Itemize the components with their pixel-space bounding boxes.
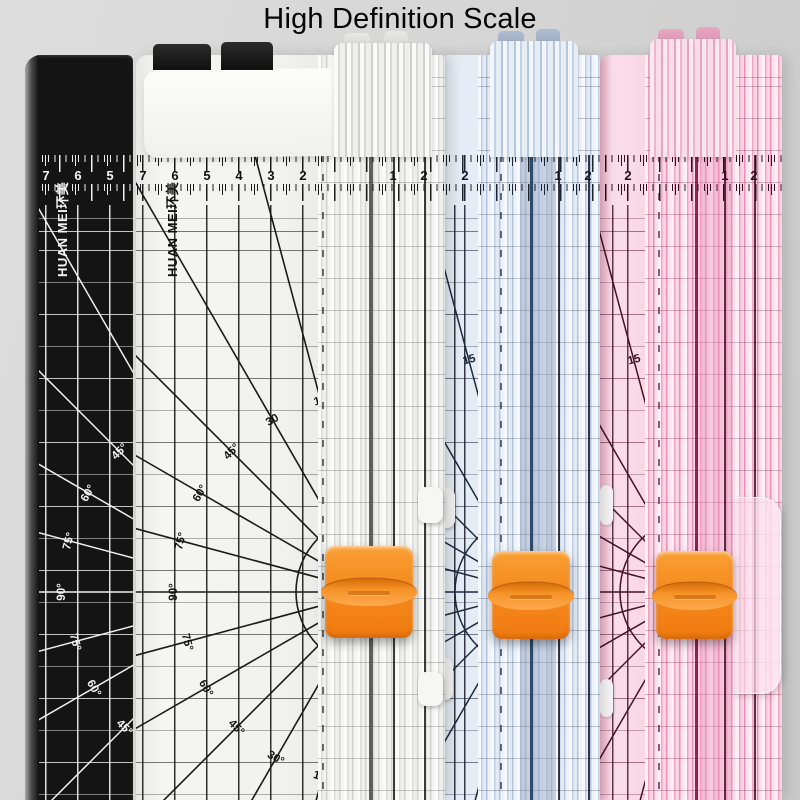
pink-trimmer-body: 15 15 2 1 2 xyxy=(600,55,782,800)
white-right-clamp xyxy=(418,672,443,706)
white-grid-mat xyxy=(136,55,322,800)
pink-slider-lens xyxy=(652,582,737,610)
ruler-number: 4 xyxy=(235,168,243,183)
blue-ruler-numbers: 2 1 2 xyxy=(438,169,600,183)
ruler-number: 2 xyxy=(750,168,758,183)
angle-label: 60° xyxy=(191,483,210,504)
blue-trimmer: 15 15 2 1 2 xyxy=(438,29,600,800)
ruler-number: 2 xyxy=(299,168,307,183)
white-trimmer-body: 15 30 45° 60° 75° 90° 75° 60° 45° 30° 15… xyxy=(136,55,445,800)
headline: High Definition Scale xyxy=(263,3,537,35)
blue-trimmer-body: 15 15 2 1 2 xyxy=(438,55,600,800)
white-ruler-numbers: 7 6 5 4 3 2 1 2 xyxy=(136,169,445,183)
pink-ruler-ticks-bottom xyxy=(600,184,782,201)
white-ruler-ticks-bottom xyxy=(136,184,445,201)
white-rail-scale-line-1 xyxy=(393,155,395,800)
angle-label: 15 xyxy=(461,352,477,367)
blue-slider-lens xyxy=(488,582,574,610)
blue-rail-shade xyxy=(520,55,556,800)
pink-left-clamp xyxy=(600,679,613,717)
black-grid-mat xyxy=(39,55,133,800)
ruler-number: 1 xyxy=(721,168,729,183)
ruler-number: 2 xyxy=(584,168,592,183)
white-right-clamp xyxy=(418,487,443,523)
angle-label: 15 xyxy=(626,352,642,367)
black-cap-tab xyxy=(153,44,211,70)
black-ruler-ticks-bottom xyxy=(39,184,133,201)
pink-ruler-numbers: 2 1 2 xyxy=(600,169,782,183)
angle-label: 30° xyxy=(265,749,286,768)
blue-slider-slot xyxy=(510,594,552,599)
pink-side-clamp xyxy=(733,497,781,694)
pink-left-clamp xyxy=(600,485,613,525)
angle-label: 75° xyxy=(61,531,77,551)
white-cut-marks xyxy=(322,155,324,800)
black-angle-rays xyxy=(39,207,133,800)
pink-trimmer: 15 15 2 1 2 xyxy=(600,27,782,800)
white-rail-cap xyxy=(334,43,432,157)
blue-ruler-ticks-bottom xyxy=(438,184,600,201)
white-ruler-ticks-top xyxy=(136,155,445,172)
angle-label: 90° xyxy=(56,583,68,601)
ruler-number: 5 xyxy=(106,168,114,183)
pink-cut-line xyxy=(695,155,698,800)
blue-cut-line xyxy=(530,155,533,800)
angle-label: 60° xyxy=(196,678,215,699)
black-trimmer: 45° 60° 75° 90° 75° 60° 45° 30° HUAN MEI… xyxy=(25,42,273,800)
blue-cutting-rail xyxy=(478,55,600,800)
ruler-number: 2 xyxy=(624,168,632,183)
blue-slider-blade-handle xyxy=(488,551,574,639)
white-slider-blade-handle xyxy=(321,546,417,638)
white-grid-lines xyxy=(136,205,322,800)
pink-rail-scale-line-2 xyxy=(754,155,756,800)
angle-label: 75° xyxy=(173,531,189,551)
ruler-number: 2 xyxy=(461,168,469,183)
black-trimmer-body: 45° 60° 75° 90° 75° 60° 45° 30° HUAN MEI… xyxy=(25,55,133,800)
angle-label: 60° xyxy=(84,678,103,699)
white-protractor-arc xyxy=(295,532,323,652)
ruler-number: 7 xyxy=(139,168,147,183)
white-slider-slot xyxy=(348,591,390,596)
black-angle-guide: 45° 60° 75° 90° 75° 60° 45° 30° xyxy=(39,207,133,800)
white-trimmer: 15 30 45° 60° 75° 90° 75° 60° 45° 30° 15… xyxy=(136,31,445,800)
ruler-number: 2 xyxy=(420,168,428,183)
white-top-cap xyxy=(143,67,341,159)
blue-rail-cap xyxy=(490,41,578,157)
angle-label: 90° xyxy=(168,583,180,601)
white-cut-line xyxy=(369,155,373,800)
ruler-number: 1 xyxy=(389,168,397,183)
blue-rail-scale-line-1 xyxy=(558,155,560,800)
ruler-number: 6 xyxy=(171,168,179,183)
ruler-number: 5 xyxy=(203,168,211,183)
pink-cut-marks xyxy=(658,155,660,800)
pink-rail-scale-line-1 xyxy=(724,155,726,800)
pink-protractor-arc xyxy=(619,529,651,655)
blue-ruler-ticks-top xyxy=(438,155,600,172)
pink-ruler-ticks-top xyxy=(600,155,782,172)
blue-protractor-arc xyxy=(454,531,484,653)
ruler-number: 1 xyxy=(554,168,562,183)
ruler-number: 3 xyxy=(267,168,275,183)
blue-cut-marks xyxy=(500,155,502,800)
pink-rail-shade xyxy=(698,55,732,800)
ruler-number: 6 xyxy=(74,168,82,183)
black-ruler-numbers: 7 6 5 xyxy=(25,169,133,183)
black-ruler-ticks-top xyxy=(39,155,133,172)
black-cap-tab xyxy=(221,42,273,70)
ruler-number: 7 xyxy=(42,168,50,183)
black-side-bevel xyxy=(25,55,39,800)
blue-rail-scale-line-2 xyxy=(588,155,590,800)
white-rail-scale-line-2 xyxy=(424,155,426,800)
black-grid-lines xyxy=(39,205,133,800)
pink-slider-blade-handle xyxy=(652,551,737,639)
pink-slider-slot xyxy=(673,594,716,599)
angle-label: 75° xyxy=(179,632,195,652)
white-slider-lens xyxy=(321,579,417,607)
angle-label: 75° xyxy=(67,632,83,652)
angle-label: 60° xyxy=(79,483,98,504)
pink-rail-cap xyxy=(650,39,736,157)
angle-label: 30 xyxy=(264,412,281,429)
